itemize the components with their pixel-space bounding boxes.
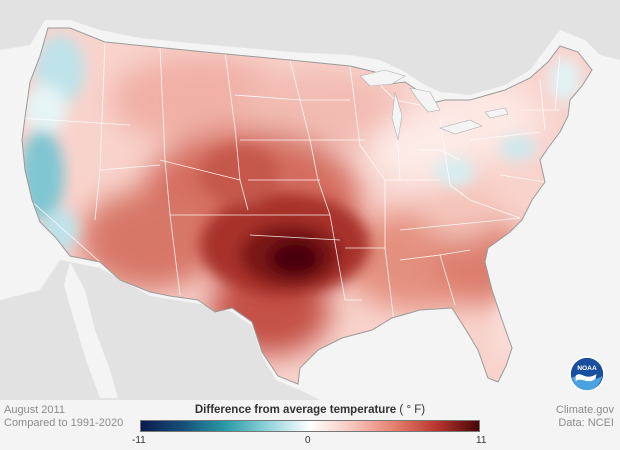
credit-data: Data: NCEI (558, 417, 614, 429)
credit-site: Climate.gov (555, 404, 614, 416)
canada-land (0, 0, 620, 95)
legend-unit: ( ° F) (399, 404, 426, 416)
map-date: August 2011 (4, 404, 65, 416)
legend-title: Difference from average temperature ( ° … (140, 404, 480, 416)
svg-text:NOAA: NOAA (577, 365, 597, 372)
temperature-anomaly-map (0, 0, 620, 400)
baja-california (64, 262, 118, 398)
legend-mid-label: 0 (305, 435, 311, 446)
great-lakes (359, 69, 509, 141)
legend-title-text: Difference from average temperature (194, 404, 397, 416)
legend-min-label: -11 (132, 435, 146, 446)
legend-max-label: 11 (476, 435, 487, 446)
noaa-logo: NOAA (568, 355, 606, 393)
map-baseline: Compared to 1991-2020 (4, 417, 124, 429)
legend-color-bar (140, 420, 480, 432)
state-boundaries (22, 41, 561, 331)
